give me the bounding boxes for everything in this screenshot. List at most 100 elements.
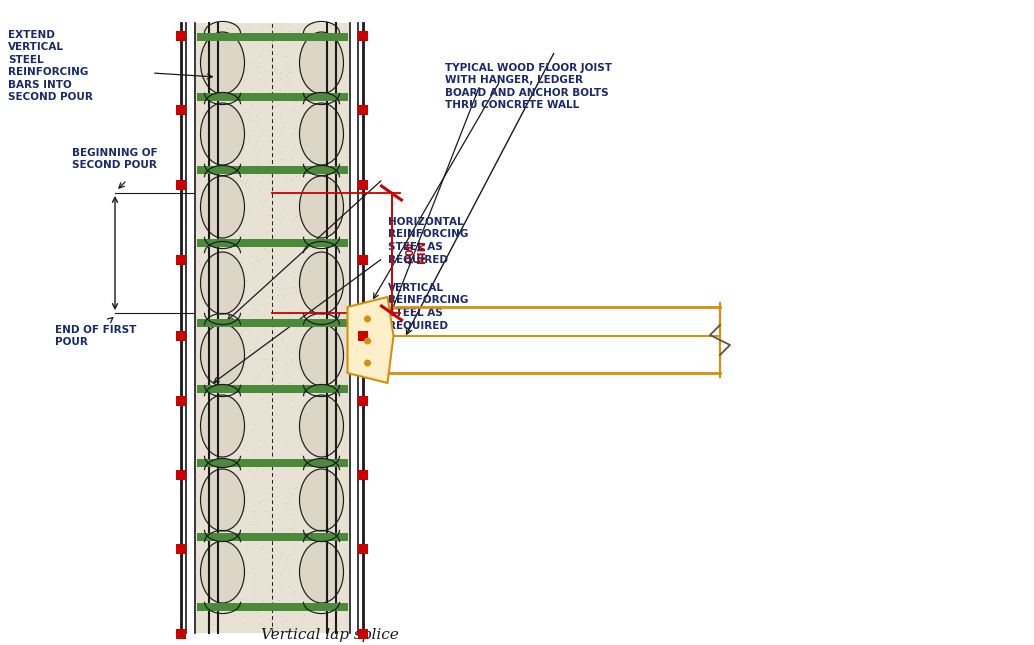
Point	[281, 26, 298, 36]
Point	[230, 188, 246, 198]
Point	[313, 292, 330, 303]
Circle shape	[364, 337, 371, 344]
Point	[305, 304, 322, 314]
Point	[234, 326, 250, 337]
Point	[208, 604, 224, 615]
Point	[231, 57, 247, 67]
Point	[273, 334, 290, 344]
Point	[320, 531, 336, 542]
Point	[206, 282, 222, 292]
Point	[248, 306, 265, 316]
Point	[251, 285, 268, 295]
Point	[196, 342, 213, 353]
Point	[254, 354, 271, 364]
Point	[244, 470, 261, 480]
Point	[207, 519, 223, 530]
Point	[294, 305, 310, 315]
Point	[286, 96, 303, 106]
Point	[245, 563, 262, 573]
Point	[194, 477, 211, 487]
Point	[281, 378, 298, 388]
Point	[208, 574, 224, 584]
Point	[250, 256, 267, 266]
Point	[237, 361, 253, 372]
Point	[266, 148, 282, 159]
Point	[191, 553, 208, 563]
Point	[312, 190, 329, 200]
Point	[278, 342, 295, 353]
Point	[275, 239, 292, 249]
Point	[194, 97, 211, 107]
Point	[331, 240, 347, 250]
Point	[205, 172, 221, 182]
Point	[304, 321, 321, 331]
Point	[227, 253, 244, 264]
Point	[227, 266, 244, 276]
Point	[297, 296, 313, 306]
Point	[231, 132, 247, 142]
Point	[249, 159, 266, 169]
Text: MIN
40d: MIN 40d	[401, 241, 423, 264]
Point	[266, 432, 282, 442]
Point	[224, 510, 241, 520]
Point	[199, 59, 215, 69]
Point	[213, 246, 230, 256]
Point	[272, 217, 288, 227]
Point	[321, 460, 337, 470]
Point	[266, 166, 282, 176]
Point	[253, 31, 270, 41]
Point	[256, 493, 273, 504]
Ellipse shape	[300, 469, 343, 531]
Point	[315, 602, 332, 613]
Point	[257, 407, 274, 417]
Point	[225, 424, 242, 435]
Point	[337, 120, 354, 130]
Point	[328, 496, 344, 506]
Point	[241, 345, 257, 355]
Point	[317, 432, 334, 442]
Point	[211, 447, 227, 457]
Point	[211, 134, 227, 144]
Point	[296, 377, 312, 388]
Point	[325, 560, 341, 570]
Point	[210, 226, 226, 237]
Point	[218, 530, 235, 541]
Point	[331, 434, 347, 444]
Point	[233, 462, 249, 472]
Point	[258, 29, 275, 39]
Point	[313, 243, 330, 253]
Point	[315, 186, 332, 197]
Point	[292, 450, 308, 460]
Point	[291, 286, 307, 296]
Point	[307, 452, 324, 462]
Point	[219, 281, 236, 291]
Point	[323, 61, 339, 71]
Point	[302, 556, 318, 566]
Point	[257, 227, 274, 237]
Point	[260, 226, 276, 236]
Point	[235, 102, 251, 112]
Point	[217, 281, 234, 292]
Point	[293, 283, 309, 293]
Point	[303, 273, 320, 284]
Point	[209, 571, 225, 582]
Point	[211, 35, 227, 45]
Point	[214, 210, 231, 221]
Point	[290, 228, 306, 239]
Point	[329, 361, 345, 371]
Point	[216, 155, 233, 166]
Point	[203, 546, 219, 557]
Point	[241, 115, 257, 126]
Point	[200, 432, 216, 442]
Point	[216, 588, 233, 598]
Point	[312, 495, 329, 506]
Point	[265, 579, 281, 590]
Point	[307, 495, 324, 506]
Point	[299, 590, 315, 600]
Point	[241, 181, 257, 192]
Point	[206, 443, 222, 453]
Point	[336, 544, 353, 554]
Point	[283, 174, 300, 184]
Point	[287, 224, 304, 234]
Point	[263, 155, 279, 166]
